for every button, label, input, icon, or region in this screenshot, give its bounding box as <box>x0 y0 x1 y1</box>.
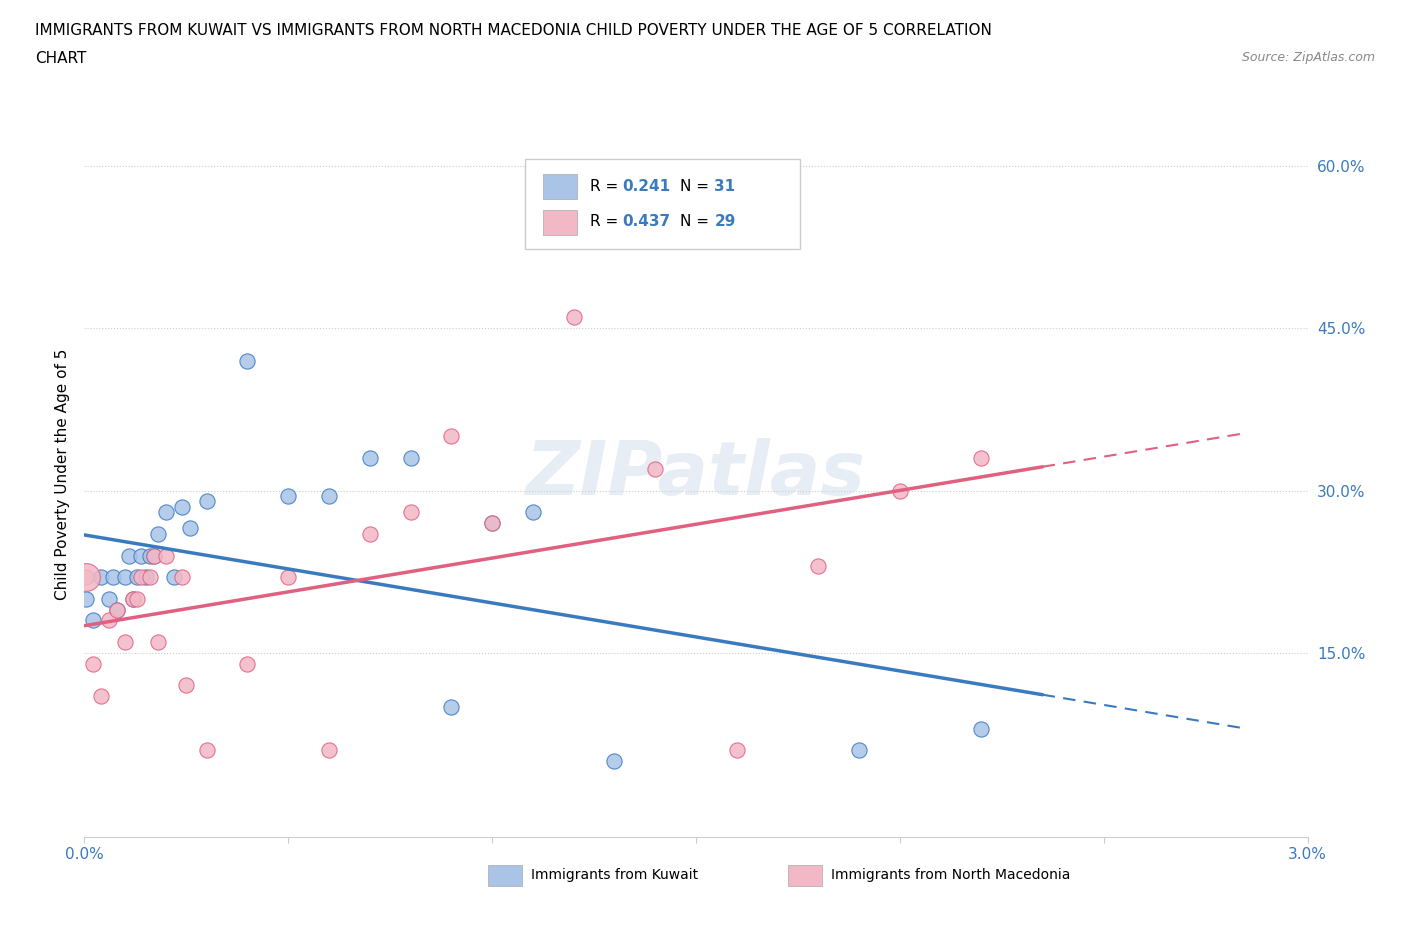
Point <box>277 488 299 503</box>
Text: 31: 31 <box>714 179 735 193</box>
Point <box>172 570 194 585</box>
Point <box>155 548 177 563</box>
Text: IMMIGRANTS FROM KUWAIT VS IMMIGRANTS FROM NORTH MACEDONIA CHILD POVERTY UNDER TH: IMMIGRANTS FROM KUWAIT VS IMMIGRANTS FRO… <box>35 23 993 38</box>
Point <box>179 521 201 536</box>
Point <box>135 570 157 585</box>
Point <box>127 570 149 585</box>
Point <box>481 515 503 530</box>
Point <box>195 494 218 509</box>
Point <box>359 526 381 541</box>
Text: ZIPatlas: ZIPatlas <box>526 438 866 511</box>
Text: N =: N = <box>681 214 714 230</box>
Point <box>138 570 160 585</box>
Point <box>90 689 112 704</box>
Text: R =: R = <box>589 179 623 193</box>
Point <box>82 613 104 628</box>
Point <box>122 591 145 606</box>
Point <box>127 591 149 606</box>
Point <box>142 548 165 563</box>
Point <box>101 570 124 585</box>
Text: R =: R = <box>589 214 623 230</box>
Point <box>848 743 870 758</box>
Point <box>118 548 141 563</box>
Point <box>725 743 748 758</box>
Point <box>105 603 128 618</box>
Point <box>399 451 422 466</box>
Point <box>481 515 503 530</box>
FancyBboxPatch shape <box>488 865 522 885</box>
Text: CHART: CHART <box>35 51 87 66</box>
Point <box>155 505 177 520</box>
Point <box>277 570 299 585</box>
Point <box>114 570 136 585</box>
Point <box>138 548 160 563</box>
Point <box>90 570 112 585</box>
Text: 0.437: 0.437 <box>623 214 671 230</box>
Text: Immigrants from Kuwait: Immigrants from Kuwait <box>531 869 697 883</box>
Text: Source: ZipAtlas.com: Source: ZipAtlas.com <box>1241 51 1375 64</box>
Point <box>562 310 585 325</box>
Point <box>75 570 97 585</box>
Point <box>75 591 97 606</box>
Point <box>146 634 169 649</box>
FancyBboxPatch shape <box>543 174 578 199</box>
Point <box>142 548 165 563</box>
FancyBboxPatch shape <box>787 865 823 885</box>
Point <box>522 505 544 520</box>
Point <box>176 678 198 693</box>
Point <box>359 451 381 466</box>
Point <box>114 634 136 649</box>
Point <box>318 488 340 503</box>
Point <box>131 548 153 563</box>
Text: 29: 29 <box>714 214 735 230</box>
Point <box>440 429 463 444</box>
Point <box>970 722 993 737</box>
Point <box>75 570 97 585</box>
Point <box>131 570 153 585</box>
Text: 0.241: 0.241 <box>623 179 671 193</box>
Point <box>163 570 186 585</box>
Point <box>644 461 666 476</box>
Point <box>195 743 218 758</box>
Point <box>318 743 340 758</box>
Point <box>97 591 120 606</box>
Point <box>603 754 626 769</box>
Point <box>122 591 145 606</box>
Point <box>82 657 104 671</box>
Text: N =: N = <box>681 179 714 193</box>
Point <box>146 526 169 541</box>
FancyBboxPatch shape <box>524 159 800 249</box>
FancyBboxPatch shape <box>543 209 578 235</box>
Point <box>889 483 911 498</box>
Point <box>236 657 259 671</box>
Point <box>399 505 422 520</box>
Point <box>807 559 830 574</box>
Point <box>236 353 259 368</box>
Point <box>172 499 194 514</box>
Point <box>440 699 463 714</box>
Text: Immigrants from North Macedonia: Immigrants from North Macedonia <box>831 869 1070 883</box>
Point <box>970 451 993 466</box>
Point <box>105 603 128 618</box>
Point <box>97 613 120 628</box>
Y-axis label: Child Poverty Under the Age of 5: Child Poverty Under the Age of 5 <box>55 349 70 600</box>
